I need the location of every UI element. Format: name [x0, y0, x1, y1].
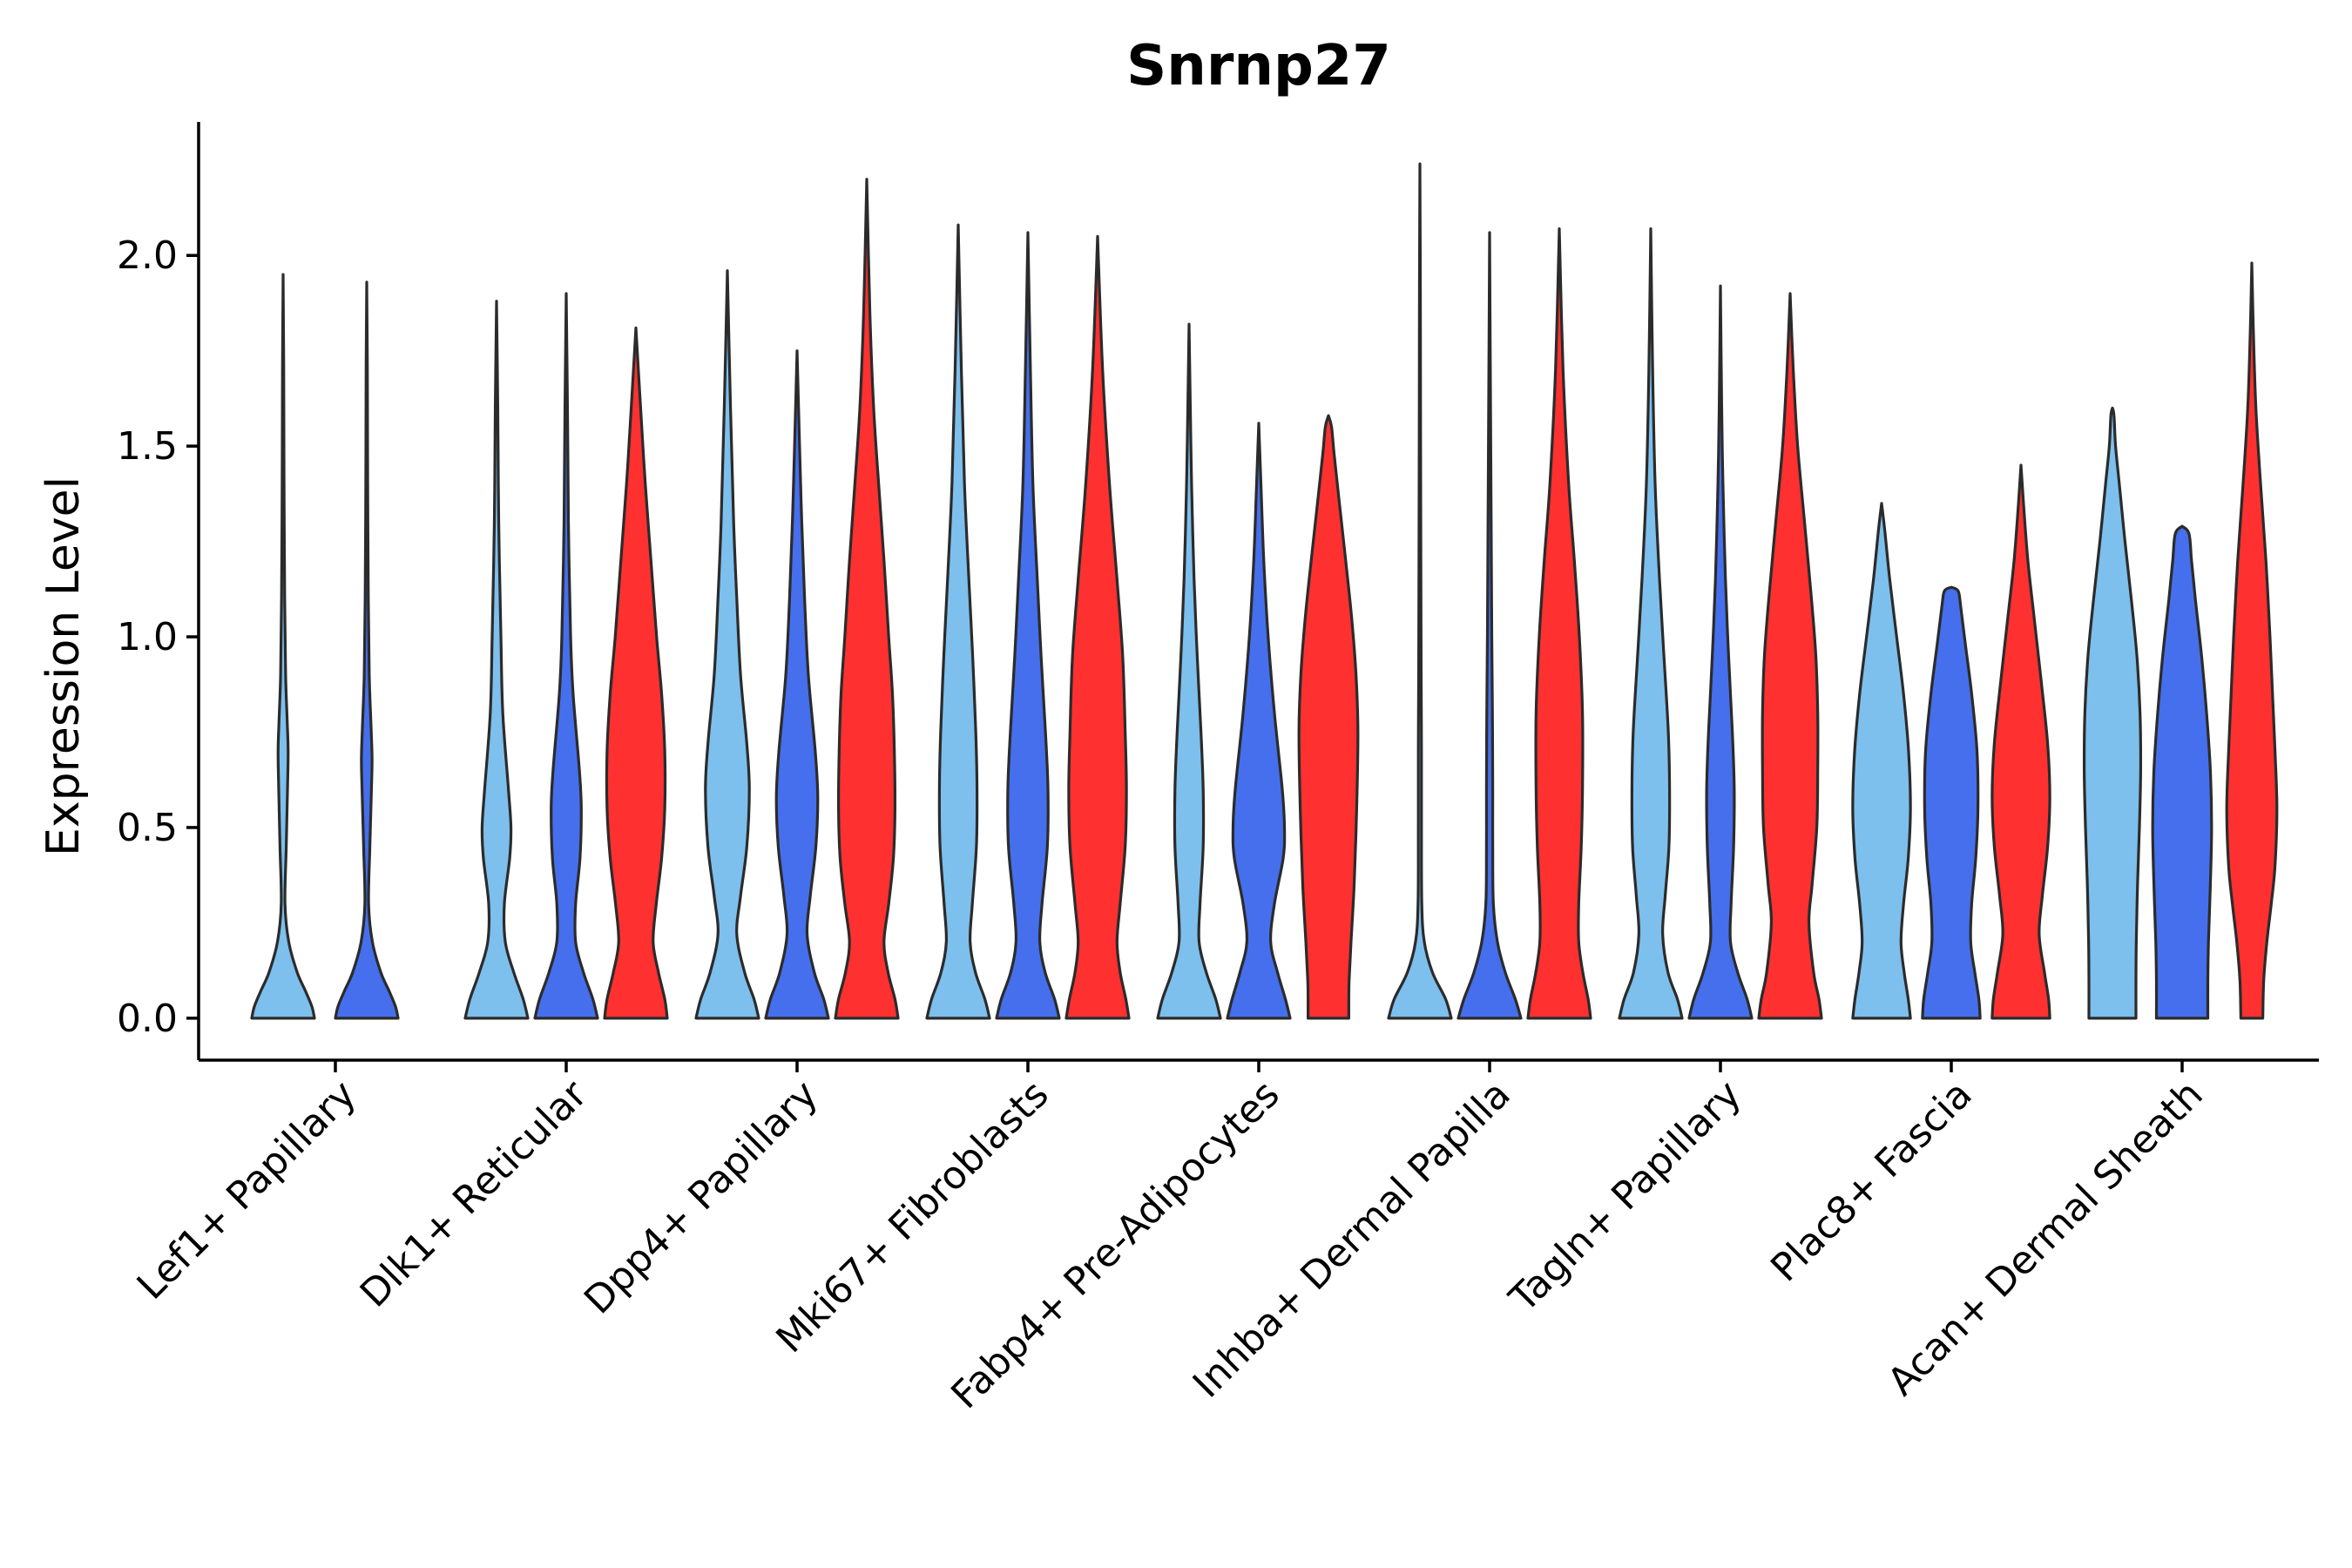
violin-shape	[1618, 226, 1684, 1020]
violin-group	[2082, 261, 2279, 1020]
violin-group	[1387, 162, 1592, 1020]
x-tick-label: Lef1+ Papillary	[129, 1072, 365, 1308]
violin-shape	[1156, 322, 1222, 1020]
violin-shape	[764, 349, 830, 1020]
violin-shape	[1064, 234, 1131, 1020]
y-tick-label: 0.0	[117, 997, 178, 1041]
violin-shape	[1226, 422, 1292, 1020]
violin-shape	[603, 326, 669, 1020]
violin-shape	[694, 269, 760, 1020]
y-axis-label: Expression Level	[37, 476, 90, 856]
violin-shape	[533, 292, 599, 1020]
violin-shape	[1387, 162, 1453, 1020]
violin-shape	[834, 178, 900, 1020]
x-tick-label: Plac8+ Fascia	[1762, 1072, 1981, 1291]
violin-shape	[1297, 414, 1360, 1020]
violin-shape	[2082, 406, 2143, 1020]
violin-shape	[334, 280, 400, 1020]
y-tick-label: 1.5	[117, 424, 178, 469]
x-tick-label: Tagln+ Papillary	[1501, 1072, 1750, 1321]
violin-shape	[463, 300, 530, 1020]
violin-shape	[1990, 463, 2051, 1020]
violin-shape	[2225, 261, 2279, 1020]
x-tick-label: Dlk1+ Reticular	[352, 1071, 597, 1316]
violin-group	[250, 273, 400, 1020]
violin-group	[925, 223, 1131, 1020]
y-tick-label: 2.0	[117, 233, 178, 278]
violin-shape	[1456, 231, 1523, 1020]
violin-shape	[1526, 226, 1592, 1020]
violin-group	[1851, 463, 2051, 1020]
violin-group	[463, 292, 669, 1020]
violin-group	[1618, 226, 1823, 1020]
x-tick-label: Dpp4+ Papillary	[576, 1072, 827, 1323]
violin-shape	[925, 223, 991, 1020]
violin-group	[1156, 322, 1360, 1020]
violin-group	[694, 178, 900, 1020]
violin-shape	[1687, 284, 1754, 1020]
violin-shape	[1921, 585, 1982, 1020]
y-tick-label: 1.0	[117, 615, 178, 659]
chart-title: Snrnp27	[1126, 34, 1391, 98]
violin-shape	[1851, 502, 1912, 1020]
y-tick-label: 0.5	[117, 806, 178, 850]
violin-shape	[995, 231, 1061, 1020]
violins-layer	[250, 162, 2279, 1020]
violin-shape	[1757, 292, 1823, 1020]
violin-shape	[2151, 524, 2213, 1020]
violin-shape	[250, 273, 316, 1020]
